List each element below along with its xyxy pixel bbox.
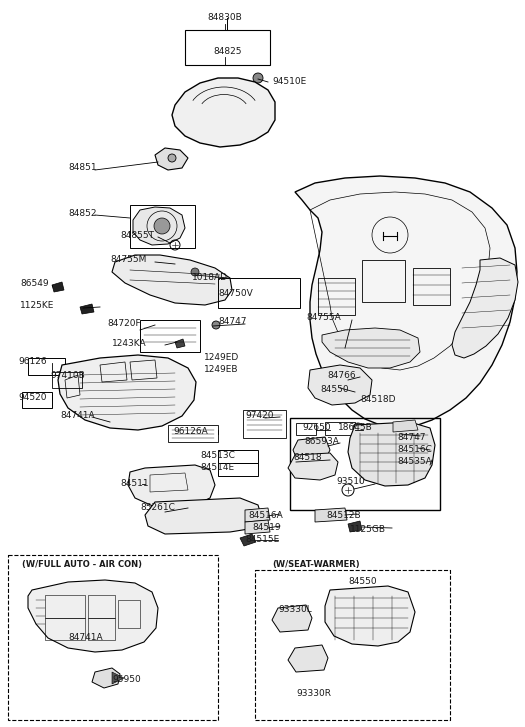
Polygon shape [112, 672, 124, 684]
Text: 84750V: 84750V [218, 289, 253, 299]
Text: (W/SEAT-WARMER): (W/SEAT-WARMER) [272, 560, 360, 569]
Text: 93330L: 93330L [278, 606, 312, 614]
Text: 1125GB: 1125GB [350, 526, 386, 534]
Polygon shape [315, 508, 347, 522]
Text: 97410B: 97410B [50, 371, 85, 380]
Text: 1125KE: 1125KE [20, 300, 55, 310]
Polygon shape [172, 78, 275, 147]
Polygon shape [128, 465, 215, 507]
Polygon shape [175, 339, 185, 348]
Text: 84550: 84550 [348, 577, 376, 587]
Text: 84512B: 84512B [326, 512, 361, 521]
Polygon shape [452, 258, 518, 358]
Polygon shape [272, 605, 312, 632]
Text: 1018AD: 1018AD [192, 273, 228, 283]
Polygon shape [295, 176, 517, 428]
Text: 84514E: 84514E [200, 462, 234, 472]
Polygon shape [288, 453, 338, 480]
Polygon shape [145, 498, 262, 534]
Text: 84741A: 84741A [68, 632, 102, 641]
Text: 84720F: 84720F [107, 318, 141, 327]
Polygon shape [293, 437, 330, 462]
Text: 84825: 84825 [214, 47, 242, 57]
Text: 84747: 84747 [218, 318, 247, 326]
Circle shape [212, 321, 220, 329]
Polygon shape [240, 534, 256, 546]
Text: 94510E: 94510E [272, 78, 306, 87]
Polygon shape [325, 586, 415, 646]
Text: 1249ED: 1249ED [204, 353, 239, 363]
Text: 93510: 93510 [336, 478, 365, 486]
Polygon shape [112, 255, 232, 305]
Text: 97420: 97420 [245, 411, 274, 419]
Text: 93330R: 93330R [296, 688, 331, 697]
Text: 84515E: 84515E [245, 536, 279, 545]
Polygon shape [308, 365, 372, 405]
Polygon shape [58, 355, 196, 430]
Text: 84518: 84518 [293, 454, 322, 462]
Circle shape [154, 218, 170, 234]
Polygon shape [322, 328, 420, 368]
Text: 85261C: 85261C [140, 504, 175, 513]
Circle shape [253, 73, 263, 83]
Circle shape [191, 268, 199, 276]
Text: 84516A: 84516A [248, 512, 283, 521]
Text: 96126: 96126 [18, 356, 47, 366]
Circle shape [391, 427, 401, 437]
Text: 86549: 86549 [20, 278, 49, 287]
Polygon shape [28, 580, 158, 652]
Text: 84511: 84511 [120, 480, 149, 489]
Polygon shape [348, 422, 435, 486]
Text: 84535A: 84535A [397, 457, 432, 467]
Circle shape [168, 154, 176, 162]
Text: 94520: 94520 [18, 393, 47, 403]
Text: 96126A: 96126A [173, 427, 208, 436]
Text: 84755M: 84755M [110, 255, 146, 265]
Text: 18645B: 18645B [338, 424, 373, 433]
Polygon shape [92, 668, 120, 688]
Polygon shape [80, 304, 94, 314]
Polygon shape [393, 420, 418, 432]
Text: 1249EB: 1249EB [204, 366, 238, 374]
Text: 84550: 84550 [320, 385, 349, 395]
Circle shape [353, 423, 363, 433]
Text: 84519: 84519 [252, 523, 281, 532]
Polygon shape [155, 148, 188, 170]
Polygon shape [288, 645, 328, 672]
Text: (W/FULL AUTO - AIR CON): (W/FULL AUTO - AIR CON) [22, 560, 142, 569]
Text: 84518D: 84518D [360, 395, 395, 404]
Text: 84830B: 84830B [207, 14, 243, 23]
Text: 92650: 92650 [302, 424, 331, 433]
Polygon shape [245, 520, 270, 534]
Polygon shape [245, 508, 270, 522]
Text: 84513C: 84513C [200, 451, 235, 459]
Text: 84766: 84766 [327, 371, 355, 379]
Text: 84741A: 84741A [60, 411, 94, 419]
Polygon shape [52, 282, 64, 292]
Text: 84747: 84747 [397, 433, 425, 443]
Text: 84852: 84852 [68, 209, 97, 217]
Polygon shape [348, 521, 362, 532]
Polygon shape [133, 207, 185, 245]
Text: 1243KA: 1243KA [112, 339, 146, 348]
Text: 84755A: 84755A [306, 313, 341, 323]
Text: 84855T: 84855T [120, 230, 154, 239]
Text: 95950: 95950 [112, 675, 141, 685]
Text: 84516C: 84516C [397, 446, 432, 454]
Text: 86593A: 86593A [304, 438, 339, 446]
Text: 84851: 84851 [68, 164, 97, 172]
